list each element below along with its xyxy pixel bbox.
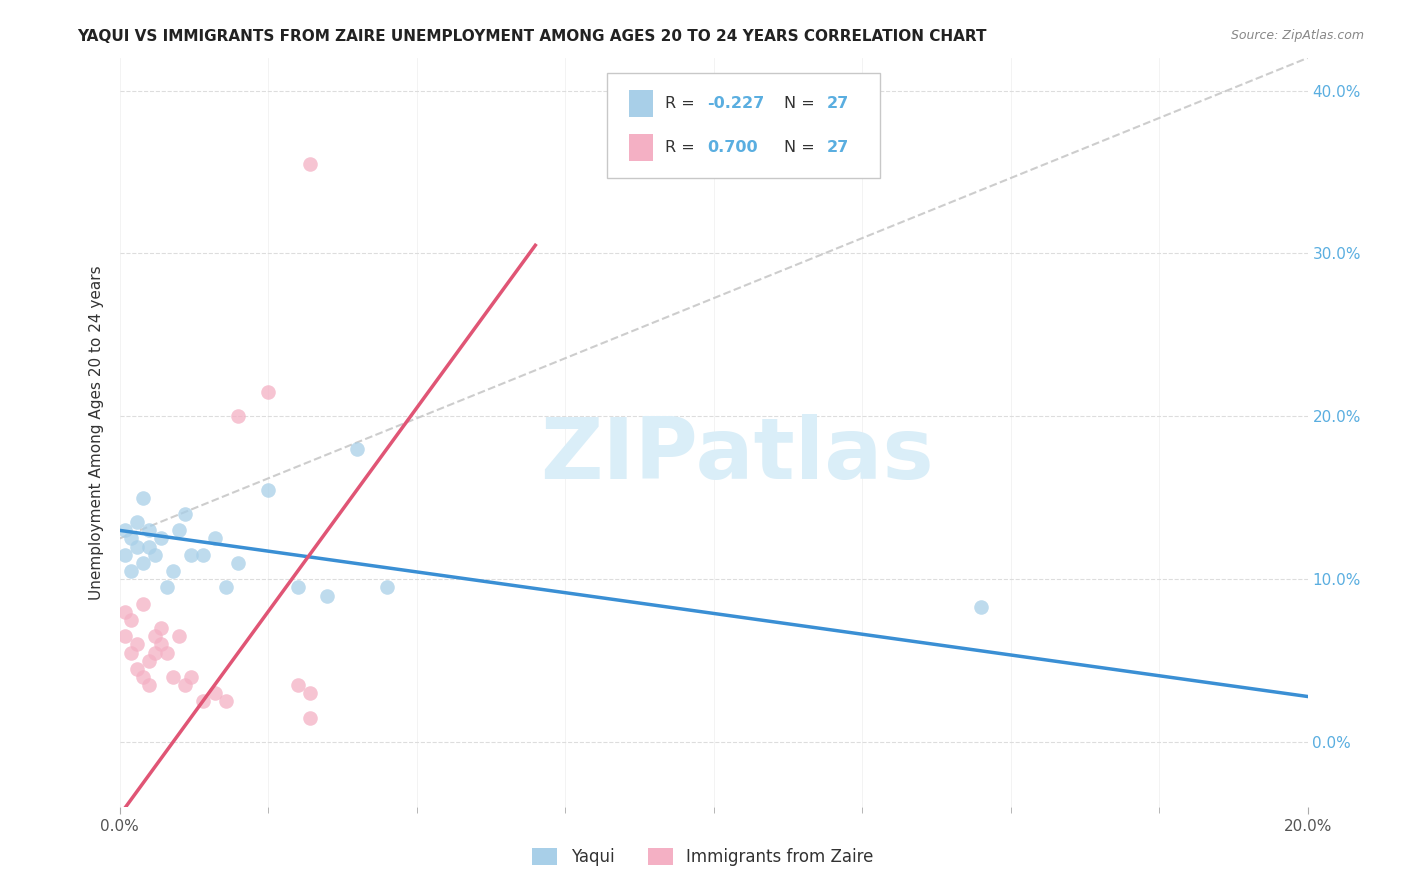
Point xyxy=(143,629,166,643)
FancyBboxPatch shape xyxy=(606,73,880,178)
FancyBboxPatch shape xyxy=(630,90,652,117)
Point xyxy=(257,483,280,497)
Text: R =: R = xyxy=(665,140,700,154)
Point xyxy=(138,524,160,538)
Point xyxy=(127,637,149,651)
Point xyxy=(127,662,149,676)
Legend: Yaqui, Immigrants from Zaire: Yaqui, Immigrants from Zaire xyxy=(526,841,880,873)
Text: Source: ZipAtlas.com: Source: ZipAtlas.com xyxy=(1230,29,1364,42)
Point xyxy=(970,599,993,614)
Text: R =: R = xyxy=(665,96,700,112)
Point xyxy=(191,694,214,708)
Point xyxy=(132,597,155,611)
Point xyxy=(150,532,173,546)
Point xyxy=(120,532,142,546)
Point xyxy=(120,564,142,578)
Point xyxy=(127,540,149,554)
Point xyxy=(114,605,136,619)
Text: 27: 27 xyxy=(827,140,849,154)
Point xyxy=(191,548,214,562)
Point xyxy=(120,613,142,627)
Y-axis label: Unemployment Among Ages 20 to 24 years: Unemployment Among Ages 20 to 24 years xyxy=(89,265,104,600)
Text: -0.227: -0.227 xyxy=(707,96,765,112)
Point xyxy=(143,646,166,660)
Point xyxy=(167,629,190,643)
Point xyxy=(215,580,238,594)
Point xyxy=(215,694,238,708)
Point xyxy=(298,686,321,700)
Point xyxy=(120,646,142,660)
Point xyxy=(132,670,155,684)
Point xyxy=(316,589,339,603)
Point xyxy=(114,629,136,643)
Point xyxy=(138,540,160,554)
Point xyxy=(167,524,190,538)
Point xyxy=(287,678,309,692)
Point xyxy=(180,670,202,684)
Point xyxy=(298,157,321,171)
Point xyxy=(162,564,184,578)
Point xyxy=(204,686,226,700)
Point xyxy=(375,580,398,594)
Text: N =: N = xyxy=(783,96,820,112)
Text: YAQUI VS IMMIGRANTS FROM ZAIRE UNEMPLOYMENT AMONG AGES 20 TO 24 YEARS CORRELATIO: YAQUI VS IMMIGRANTS FROM ZAIRE UNEMPLOYM… xyxy=(77,29,987,44)
Point xyxy=(114,548,136,562)
Point xyxy=(228,409,250,424)
Point xyxy=(127,515,149,529)
Point xyxy=(173,507,195,521)
Point xyxy=(257,384,280,399)
Point xyxy=(156,580,179,594)
Point xyxy=(150,621,173,635)
Text: 0.700: 0.700 xyxy=(707,140,758,154)
Point xyxy=(228,556,250,570)
Point xyxy=(287,580,309,594)
Point xyxy=(173,678,195,692)
Point xyxy=(346,442,368,456)
Point xyxy=(150,637,173,651)
Point xyxy=(298,711,321,725)
Point xyxy=(180,548,202,562)
Point xyxy=(114,524,136,538)
FancyBboxPatch shape xyxy=(630,134,652,161)
Point xyxy=(143,548,166,562)
Point xyxy=(138,654,160,668)
Text: 27: 27 xyxy=(827,96,849,112)
Point xyxy=(132,556,155,570)
Text: ZIPatlas: ZIPatlas xyxy=(540,414,934,497)
Point xyxy=(156,646,179,660)
Point xyxy=(162,670,184,684)
Point xyxy=(138,678,160,692)
Point xyxy=(132,491,155,505)
Text: N =: N = xyxy=(783,140,820,154)
Point xyxy=(204,532,226,546)
